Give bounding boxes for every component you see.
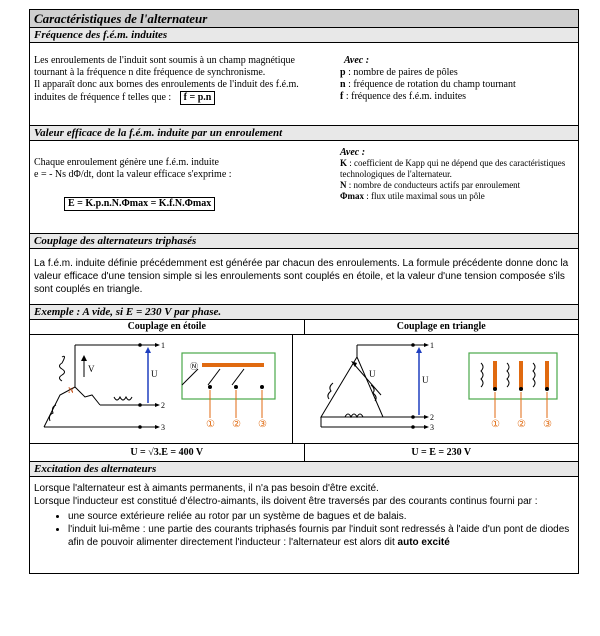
- header-etoile: Couplage en étoile: [30, 320, 305, 334]
- paragraph: Chaque enroulement génère une f.é.m. ind…: [34, 157, 219, 168]
- terminal-3-label: ③: [258, 419, 267, 430]
- terminal-label: 3: [161, 423, 165, 432]
- bullet-list: une source extérieure reliée au rotor pa…: [34, 510, 572, 549]
- terminal-label: 1: [430, 341, 434, 350]
- definition: p : nombre de paires de pôles: [340, 67, 458, 78]
- paragraph: Lorsque l'alternateur est à aimants perm…: [34, 483, 379, 494]
- formula-box: E = K.p.n.N.Φmax = K.f.N.Φmax: [64, 197, 216, 211]
- diagram-row: 1 2 3 U V N Ⓝ: [30, 335, 578, 444]
- section-heading-valeur-efficace: Valeur efficace de la f.é.m. induite par…: [30, 126, 578, 141]
- paragraph: La f.é.m. induite définie précédemment e…: [34, 258, 569, 295]
- voltage-label-u: U: [369, 369, 376, 379]
- formula-box: f = p.n: [179, 91, 216, 105]
- result-row: U = √3.E = 400 V U = E = 230 V: [30, 444, 578, 462]
- star-bridge: [202, 363, 264, 367]
- result-etoile: U = √3.E = 400 V: [30, 444, 305, 461]
- terminal-3-label: ③: [543, 419, 552, 430]
- terminal-box: [181, 352, 276, 400]
- terminal-label: 1: [161, 341, 165, 350]
- header-triangle: Couplage en triangle: [396, 321, 486, 332]
- paragraph: Il apparaît donc aux bornes des enroulem…: [34, 79, 299, 103]
- terminal-label: 2: [430, 413, 434, 422]
- terminal-2-label: ②: [232, 419, 241, 430]
- result-triangle: U = E = 230 V: [411, 447, 472, 458]
- document: Caractéristiques de l'alternateur Fréque…: [29, 9, 579, 574]
- paragraph: e = - Ns dΦ/dt, dont la valeur efficace …: [34, 169, 232, 180]
- avec-label: Avec :: [340, 147, 366, 158]
- star-coupling-svg: 1 2 3 U V N Ⓝ: [43, 341, 276, 432]
- terminal-1-label: ①: [491, 419, 500, 430]
- list-item: l'induit lui-même : une partie des coura…: [68, 523, 572, 549]
- paragraph: Les enroulements de l'induit sont soumis…: [34, 55, 295, 78]
- section-valeur-efficace: Chaque enroulement génère une f.é.m. ind…: [30, 141, 578, 234]
- list-item: une source extérieure reliée au rotor pa…: [68, 510, 572, 523]
- section-heading-exemple: Exemple : A vide, si E = 230 V par phase…: [30, 305, 578, 320]
- section-couplage: La f.é.m. induite définie précédemment e…: [30, 249, 578, 305]
- avec-label: Avec :: [344, 55, 370, 66]
- voltage-label-v: V: [88, 364, 95, 374]
- definition: f : fréquence des f.é.m. induites: [340, 91, 467, 102]
- auto-excite-term: auto excité: [397, 537, 450, 548]
- neutral-label: N: [68, 386, 74, 395]
- section-heading-excitation: Excitation des alternateurs: [30, 462, 578, 477]
- definition: Φmax : flux utile maximal sous un pôle: [340, 191, 485, 201]
- terminal-box: [468, 352, 558, 400]
- terminal-label: 3: [430, 423, 434, 432]
- voltage-label-u: U: [422, 375, 429, 385]
- page-title: Caractéristiques de l'alternateur: [30, 10, 578, 28]
- voltage-label-u: U: [151, 369, 158, 379]
- section-excitation: Lorsque l'alternateur est à aimants perm…: [30, 477, 578, 573]
- definition: N : nombre de conducteurs actifs par enr…: [340, 180, 521, 190]
- diagram-headers: Couplage en étoile Couplage en triangle: [30, 320, 578, 335]
- section-heading-couplage: Couplage des alternateurs triphasés: [30, 234, 578, 249]
- triangle-coupling-svg: U U 1 2 3: [320, 341, 558, 432]
- terminal-1-label: ①: [206, 419, 215, 430]
- definition: n : fréquence de rotation du champ tourn…: [340, 79, 516, 90]
- star-diagram: 1 2 3 U V N Ⓝ: [30, 335, 293, 443]
- terminal-label: 2: [161, 401, 165, 410]
- triangle-diagram: U U 1 2 3: [293, 335, 578, 443]
- definition: K : coefficient de Kapp qui ne dépend qu…: [340, 158, 566, 179]
- terminal-n-label: Ⓝ: [190, 362, 198, 371]
- terminal-2-label: ②: [517, 419, 526, 430]
- section-frequence: Les enroulements de l'induit sont soumis…: [30, 43, 578, 126]
- paragraph: Lorsque l'inducteur est constitué d'élec…: [34, 496, 538, 507]
- section-heading-frequence: Fréquence des f.é.m. induites: [30, 28, 578, 43]
